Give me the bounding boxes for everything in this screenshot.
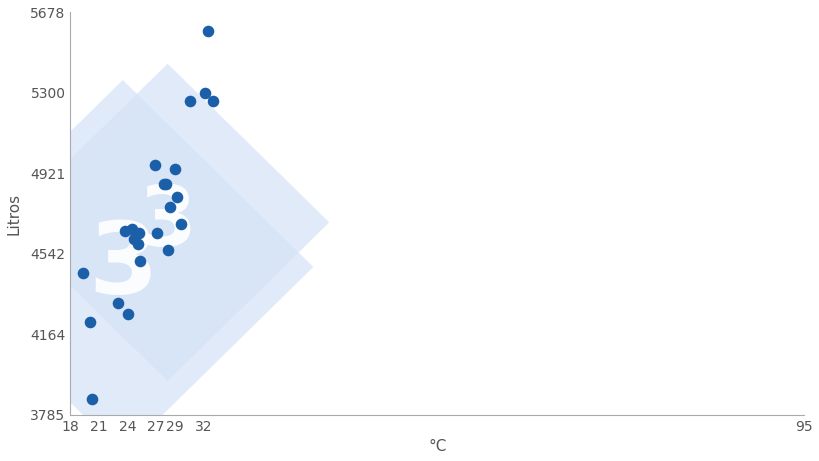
Point <box>151 229 164 236</box>
Text: 3: 3 <box>138 182 197 263</box>
Point <box>174 221 188 228</box>
Polygon shape <box>0 80 313 454</box>
Y-axis label: Litros: Litros <box>7 193 22 235</box>
Point <box>131 240 144 247</box>
Point <box>198 89 211 96</box>
Point <box>170 193 183 201</box>
Point <box>86 395 99 402</box>
Point <box>133 229 146 236</box>
Point <box>76 270 89 277</box>
Point <box>157 180 170 188</box>
Point <box>169 165 182 173</box>
Point <box>128 236 141 243</box>
Point <box>148 161 161 169</box>
Point <box>201 28 214 35</box>
Point <box>125 225 138 232</box>
Point <box>121 310 134 318</box>
X-axis label: °C: °C <box>428 439 446 454</box>
Point <box>164 204 177 211</box>
Point <box>183 98 196 105</box>
Polygon shape <box>6 64 329 381</box>
Point <box>111 299 124 307</box>
Point <box>159 180 172 188</box>
Point <box>118 227 131 235</box>
Text: 3: 3 <box>88 219 157 315</box>
Point <box>84 319 97 326</box>
Point <box>133 257 147 264</box>
Point <box>161 246 174 254</box>
Point <box>206 98 219 105</box>
